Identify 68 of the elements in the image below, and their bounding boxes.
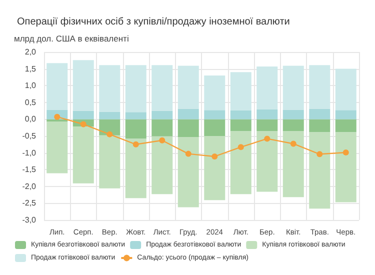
y-tick-label: 1,5 bbox=[24, 64, 37, 74]
y-tick-label: 1,0 bbox=[24, 81, 37, 90]
point bbox=[238, 144, 244, 150]
bar bbox=[152, 119, 173, 136]
bar bbox=[178, 137, 199, 208]
bar bbox=[309, 108, 330, 120]
bar bbox=[256, 109, 278, 120]
point bbox=[106, 131, 113, 138]
bar bbox=[125, 138, 146, 198]
bar bbox=[99, 65, 120, 112]
bar bbox=[282, 110, 304, 120]
bar bbox=[46, 63, 68, 110]
bar bbox=[335, 68, 356, 110]
y-axis-title: млрд дол. США в еквіваленті bbox=[14, 34, 129, 44]
bar bbox=[204, 76, 226, 110]
chart-title: Операції фізичних осіб з купівлі/продажу іноземної валюти bbox=[17, 16, 290, 28]
bar bbox=[282, 66, 304, 110]
y-tick-label: -2,5 bbox=[22, 198, 37, 208]
y-tick-label: 0,0 bbox=[24, 114, 37, 124]
bar bbox=[125, 112, 146, 120]
bar bbox=[282, 119, 304, 131]
bar bbox=[152, 65, 173, 111]
bar bbox=[178, 119, 199, 138]
bar bbox=[178, 108, 199, 120]
bar bbox=[99, 135, 120, 188]
bar bbox=[309, 119, 330, 132]
bar bbox=[335, 110, 356, 120]
bar bbox=[282, 130, 304, 198]
bar bbox=[230, 119, 252, 132]
bar bbox=[152, 136, 173, 194]
point bbox=[159, 137, 166, 144]
point bbox=[185, 150, 192, 157]
bar bbox=[46, 122, 68, 174]
y-tick-label: 0,5 bbox=[24, 98, 37, 107]
point bbox=[290, 140, 296, 147]
bar bbox=[125, 119, 146, 139]
bar bbox=[335, 132, 356, 202]
bar bbox=[99, 119, 120, 136]
point bbox=[316, 151, 323, 158]
bar bbox=[99, 112, 120, 120]
point bbox=[264, 136, 270, 142]
bar bbox=[256, 119, 278, 131]
bar bbox=[72, 60, 94, 111]
y-tick-label: -2,0 bbox=[22, 182, 37, 191]
bar bbox=[125, 65, 146, 112]
bar bbox=[230, 72, 252, 110]
bar bbox=[230, 131, 252, 194]
bar bbox=[309, 132, 330, 209]
bar bbox=[152, 110, 173, 120]
bar bbox=[178, 66, 199, 109]
bar bbox=[204, 136, 226, 200]
y-tick-label: 2,0 bbox=[24, 48, 37, 56]
point bbox=[132, 141, 139, 148]
point bbox=[212, 153, 218, 160]
bar bbox=[204, 110, 226, 120]
y-tick-label: -0,5 bbox=[22, 132, 37, 140]
bar bbox=[72, 110, 94, 120]
bar bbox=[309, 65, 330, 109]
bar bbox=[204, 119, 226, 136]
bar bbox=[256, 66, 278, 110]
y-tick-label: -1,0 bbox=[22, 148, 37, 158]
bar bbox=[230, 110, 252, 120]
y-tick-label: -1,5 bbox=[22, 165, 37, 174]
y-tick-label: -3,0 bbox=[22, 216, 37, 224]
point bbox=[342, 149, 349, 156]
bar bbox=[256, 130, 278, 192]
bar bbox=[72, 126, 94, 184]
bar bbox=[335, 119, 356, 132]
